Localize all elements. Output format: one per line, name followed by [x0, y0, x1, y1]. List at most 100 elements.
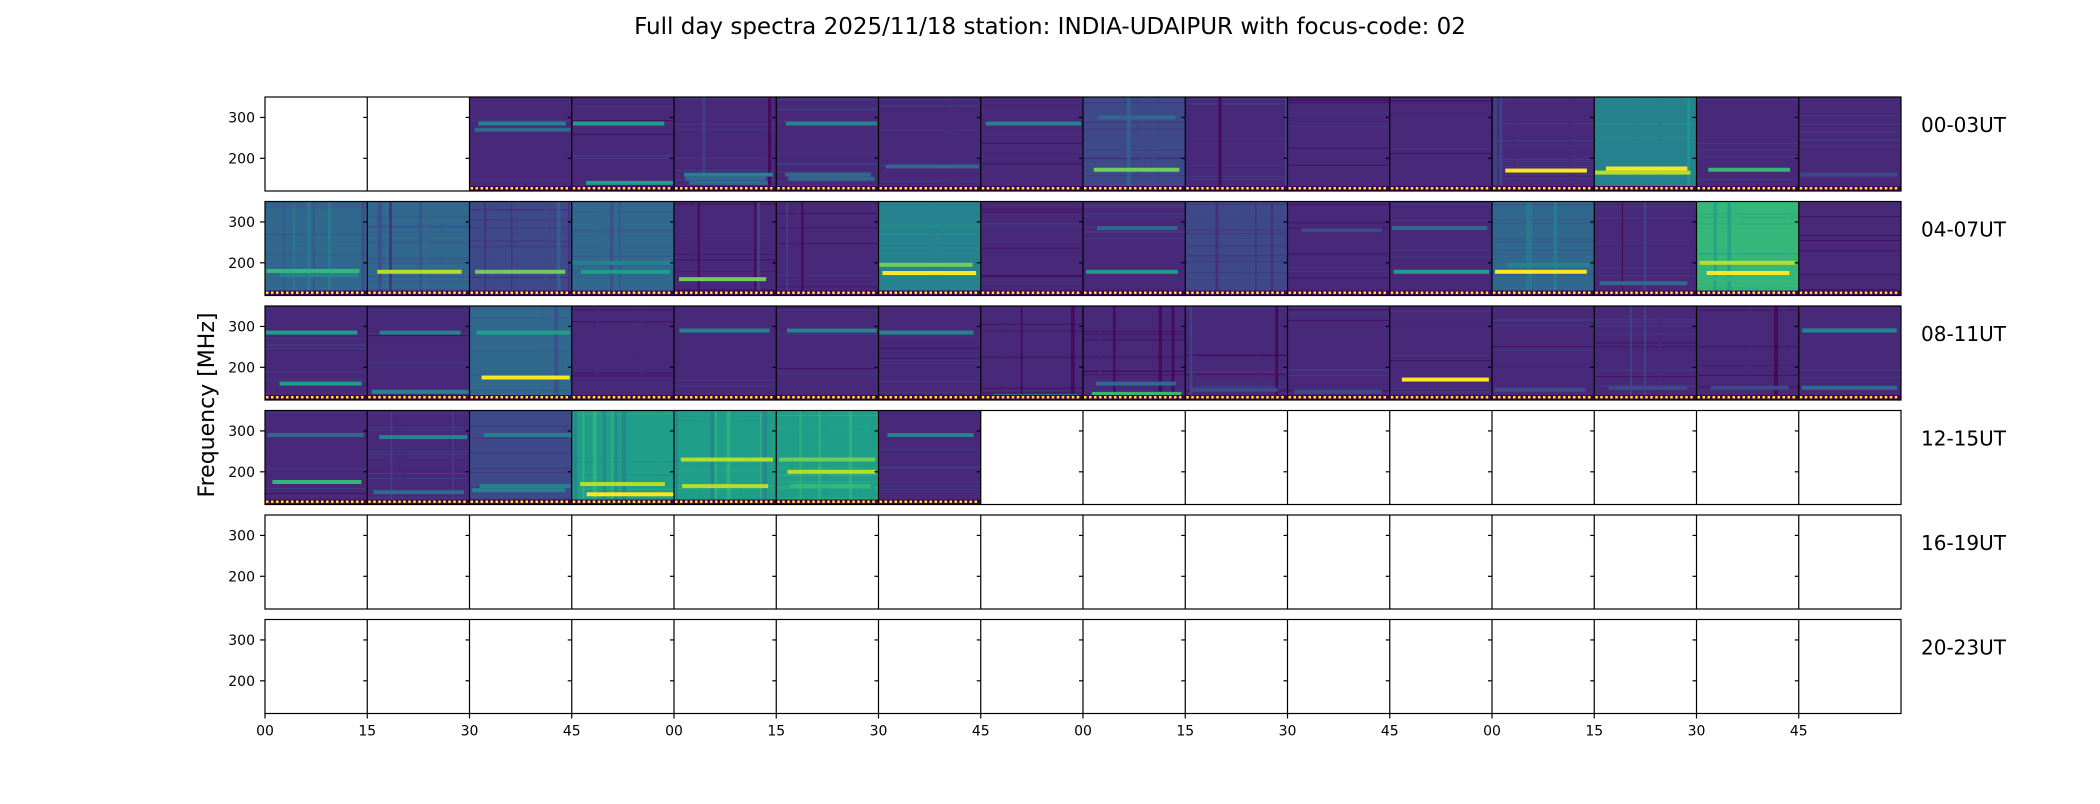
spectrum-cell [776, 97, 879, 191]
spectrum-cell [1798, 97, 1901, 191]
y-tick-label: 200 [228, 569, 255, 585]
x-tick-label: 45 [1381, 724, 1399, 740]
row-frame [264, 409, 1902, 506]
x-axis: 00 15 30 45 00 15 30 45 00 15 30 45 00 15 30 45 [256, 713, 1808, 740]
spectrum-cell [674, 201, 777, 296]
row-frame [264, 514, 1902, 610]
y-tick-label: 300 [228, 528, 255, 544]
spectrum-cell [1287, 306, 1390, 400]
y-tick-label: 300 [228, 215, 255, 231]
spectrum-cell [571, 97, 674, 191]
spectra-row: 300 200 20-23UT [228, 618, 2007, 715]
y-tick-label: 200 [228, 256, 255, 272]
spectrum-cell [1083, 306, 1186, 400]
spectrum-cell [265, 306, 368, 400]
x-tick-label: 15 [1585, 724, 1603, 740]
spectrum-cell [1185, 97, 1288, 191]
x-tick-label: 00 [1074, 724, 1092, 740]
row-time-label: 16-19UT [1921, 531, 2007, 555]
spectrum-cell [1696, 306, 1799, 400]
spectrum-cell [367, 410, 470, 505]
x-tick-label: 30 [870, 724, 888, 740]
spectrum-cell [265, 410, 368, 505]
spectrum-cell [1594, 201, 1697, 296]
x-tick-label: 30 [1279, 724, 1297, 740]
y-tick-label: 200 [228, 674, 255, 690]
y-tick-label: 300 [228, 319, 255, 335]
spectrum-cell [878, 306, 981, 400]
spectrum-cell [1594, 97, 1697, 191]
spectrum-cell [469, 201, 572, 296]
y-tick-label: 200 [228, 151, 255, 167]
spectra-row: 300 200 12-15UT [228, 409, 2007, 506]
spectrum-cell [674, 97, 777, 191]
spectrum-cell [1083, 97, 1186, 191]
row-time-label: 04-07UT [1921, 218, 2007, 242]
spectrum-cell [674, 306, 777, 400]
spectrum-cell [878, 410, 981, 505]
spectrum-cell [980, 97, 1083, 191]
spectrum-cell [571, 201, 674, 296]
spectrum-cell [776, 306, 879, 400]
spectrum-cell [1083, 201, 1186, 296]
spectrum-cell [1389, 97, 1492, 191]
spectra-row: 300 200 08-11UT [228, 305, 2007, 401]
spectrum-cell [367, 306, 470, 400]
spectrum-cell [1594, 306, 1697, 400]
x-tick-label: 45 [1790, 724, 1808, 740]
y-tick-label: 200 [228, 465, 255, 481]
spectrum-cell [1389, 201, 1492, 296]
spectrum-cell [571, 306, 676, 400]
row-frame [264, 200, 1902, 297]
spectrum-cell [469, 410, 572, 505]
spectrum-cell [1492, 306, 1595, 400]
spectrum-cell [1798, 201, 1901, 296]
row-frame [264, 305, 1902, 401]
spectrum-cell [1798, 306, 1901, 400]
spectrum-cell [776, 410, 879, 505]
spectrum-cell [878, 201, 985, 296]
row-time-label: 00-03UT [1921, 113, 2007, 137]
spectrum-cell [1287, 97, 1390, 191]
spectrum-cell [1696, 97, 1799, 191]
spectrum-cell [571, 410, 674, 505]
spectrum-cell [1696, 201, 1799, 296]
spectrum-cell [469, 306, 572, 400]
spectrum-cell [265, 201, 368, 296]
spectrum-cell [1492, 97, 1595, 191]
y-tick-label: 200 [228, 360, 255, 376]
spectrum-cell [980, 201, 1083, 296]
y-tick-label: 300 [228, 110, 255, 126]
x-tick-label: 15 [1176, 724, 1194, 740]
y-tick-label: 300 [228, 424, 255, 440]
spectrum-cell [1287, 201, 1390, 296]
x-tick-label: 00 [665, 724, 683, 740]
spectrum-cell [776, 201, 879, 296]
spectrum-cell [469, 97, 572, 191]
x-tick-label: 00 [256, 724, 274, 740]
spectrum-cell [878, 97, 982, 191]
row-time-label: 20-23UT [1921, 636, 2007, 660]
row-time-label: 08-11UT [1921, 322, 2007, 346]
y-tick-label: 300 [228, 633, 255, 649]
row-time-label: 12-15UT [1921, 427, 2007, 451]
y-axis-label: Frequency [MHz] [195, 313, 220, 498]
x-tick-label: 30 [461, 724, 479, 740]
spectrum-cell [1492, 201, 1595, 296]
spectra-row: 300 200 04-07UT [228, 200, 2007, 297]
spectrum-cell [367, 201, 470, 296]
spectrum-cell [980, 306, 1083, 400]
spectrum-cell [1389, 306, 1492, 400]
x-tick-label: 00 [1483, 724, 1501, 740]
spectrum-cell [674, 410, 777, 505]
x-tick-label: 30 [1688, 724, 1706, 740]
x-tick-label: 15 [767, 724, 785, 740]
spectrum-cell [1185, 201, 1288, 296]
chart-title: Full day spectra 2025/11/18 station: IND… [634, 14, 1466, 40]
spectrum-cell [1185, 306, 1288, 400]
row-frame [264, 96, 1902, 192]
x-tick-label: 45 [972, 724, 990, 740]
x-tick-label: 15 [358, 724, 376, 740]
